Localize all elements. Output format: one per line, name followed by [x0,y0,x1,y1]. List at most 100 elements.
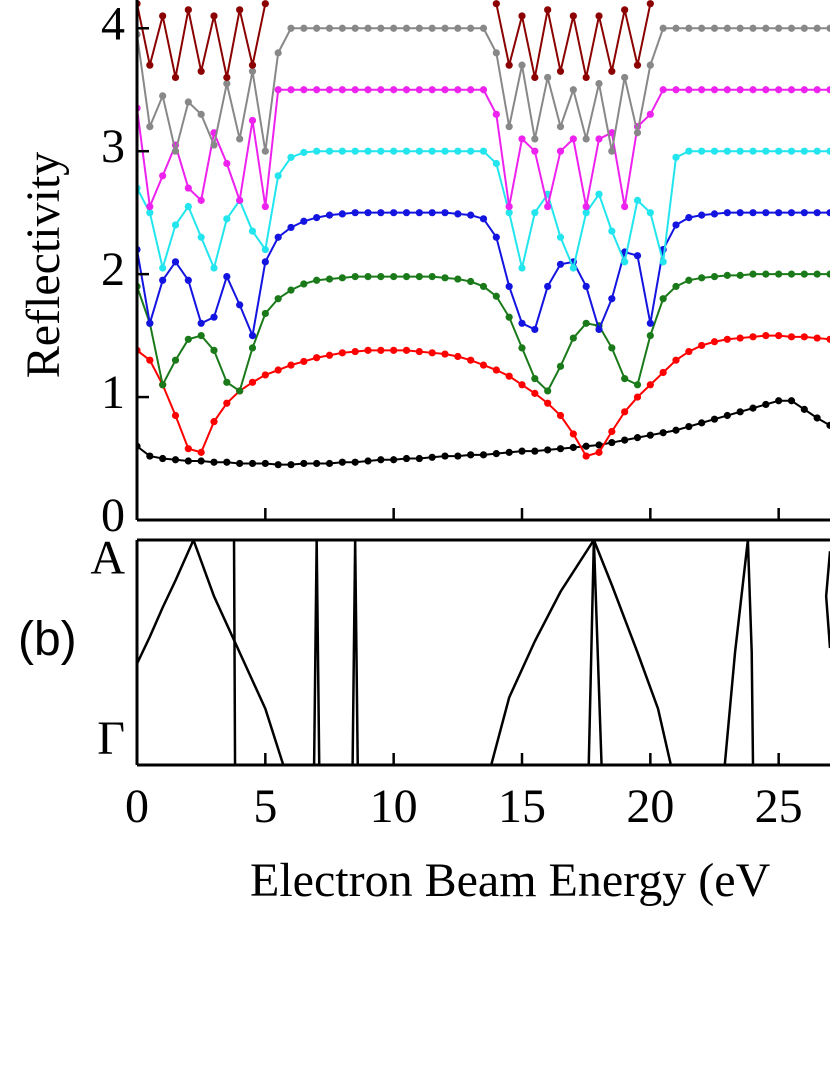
data-point [428,209,436,217]
data-point [184,445,192,453]
data-point [402,147,411,155]
data-point [171,258,180,266]
data-point [800,147,808,155]
data-point [646,209,654,217]
data-point [159,264,167,272]
data-point [338,24,346,32]
data-point [402,86,411,94]
data-point [505,448,513,456]
data-point [248,61,257,69]
data-point [274,366,282,374]
data-point [544,6,552,14]
data-point [313,147,321,155]
data-point [531,73,539,82]
data-point [659,295,667,303]
data-point [274,49,282,57]
series-line [137,540,285,765]
data-point [633,196,642,204]
data-point [518,381,526,389]
data-point [723,411,731,420]
data-point [248,116,257,125]
data-point [800,209,808,217]
data-point [672,24,680,32]
data-point [159,12,167,20]
data-point [248,332,257,340]
data-point [800,405,808,413]
data-point [377,272,385,281]
series-line [587,540,603,765]
y-axis-label: Reflectivity [17,152,70,379]
data-point [248,227,257,235]
data-point [415,209,423,217]
data-point [608,295,616,303]
data-point [364,457,372,465]
data-point [505,202,513,211]
data-point [582,452,590,460]
data-point [287,24,295,32]
data-point [402,454,411,463]
data-point [505,209,513,217]
data-point [723,147,731,155]
data-point [171,221,180,229]
data-point [338,274,346,282]
data-point [171,356,180,364]
data-point [274,172,282,180]
data-point [377,456,385,464]
data-point [672,221,680,229]
data-point [492,159,500,168]
data-point [197,457,205,465]
data-point [800,24,808,32]
data-point [685,422,693,431]
data-point [505,313,513,321]
data-point [261,202,269,211]
data-point [261,0,269,8]
data-point [505,372,513,380]
data-point [338,210,346,218]
data-point [300,217,308,225]
data-point [492,0,500,8]
data-point [467,211,475,219]
data-point [659,258,667,266]
data-point [544,399,552,407]
data-point [633,393,642,401]
data-point [364,86,372,94]
data-point [556,260,565,268]
data-point [826,147,830,155]
data-point [415,24,423,32]
data-point [659,86,667,94]
data-point [736,86,744,94]
data-point [210,264,218,272]
data-point [826,24,830,32]
data-point [710,272,719,281]
data-point [313,354,321,362]
data-point [223,73,231,82]
data-point [569,86,577,94]
data-point [762,24,770,32]
data-point [428,147,436,155]
data-point [698,419,706,427]
data-point [428,272,436,281]
data-point [762,209,770,217]
data-point [479,86,488,94]
data-point [582,319,590,327]
data-point [723,271,731,279]
data-point [454,452,462,460]
data-point [467,86,475,94]
data-point [582,282,590,291]
data-point [479,215,488,223]
data-point [749,404,757,412]
data-point [454,24,462,32]
data-point [582,135,590,143]
data-point [608,427,616,436]
data-point [287,86,295,94]
data-point [608,147,616,155]
data-point [826,86,830,94]
data-point [454,275,462,283]
series-line [312,540,321,765]
data-point [775,24,783,32]
data-point [736,334,744,342]
data-point [223,159,231,168]
data-point [210,12,218,20]
data-point [518,319,526,327]
